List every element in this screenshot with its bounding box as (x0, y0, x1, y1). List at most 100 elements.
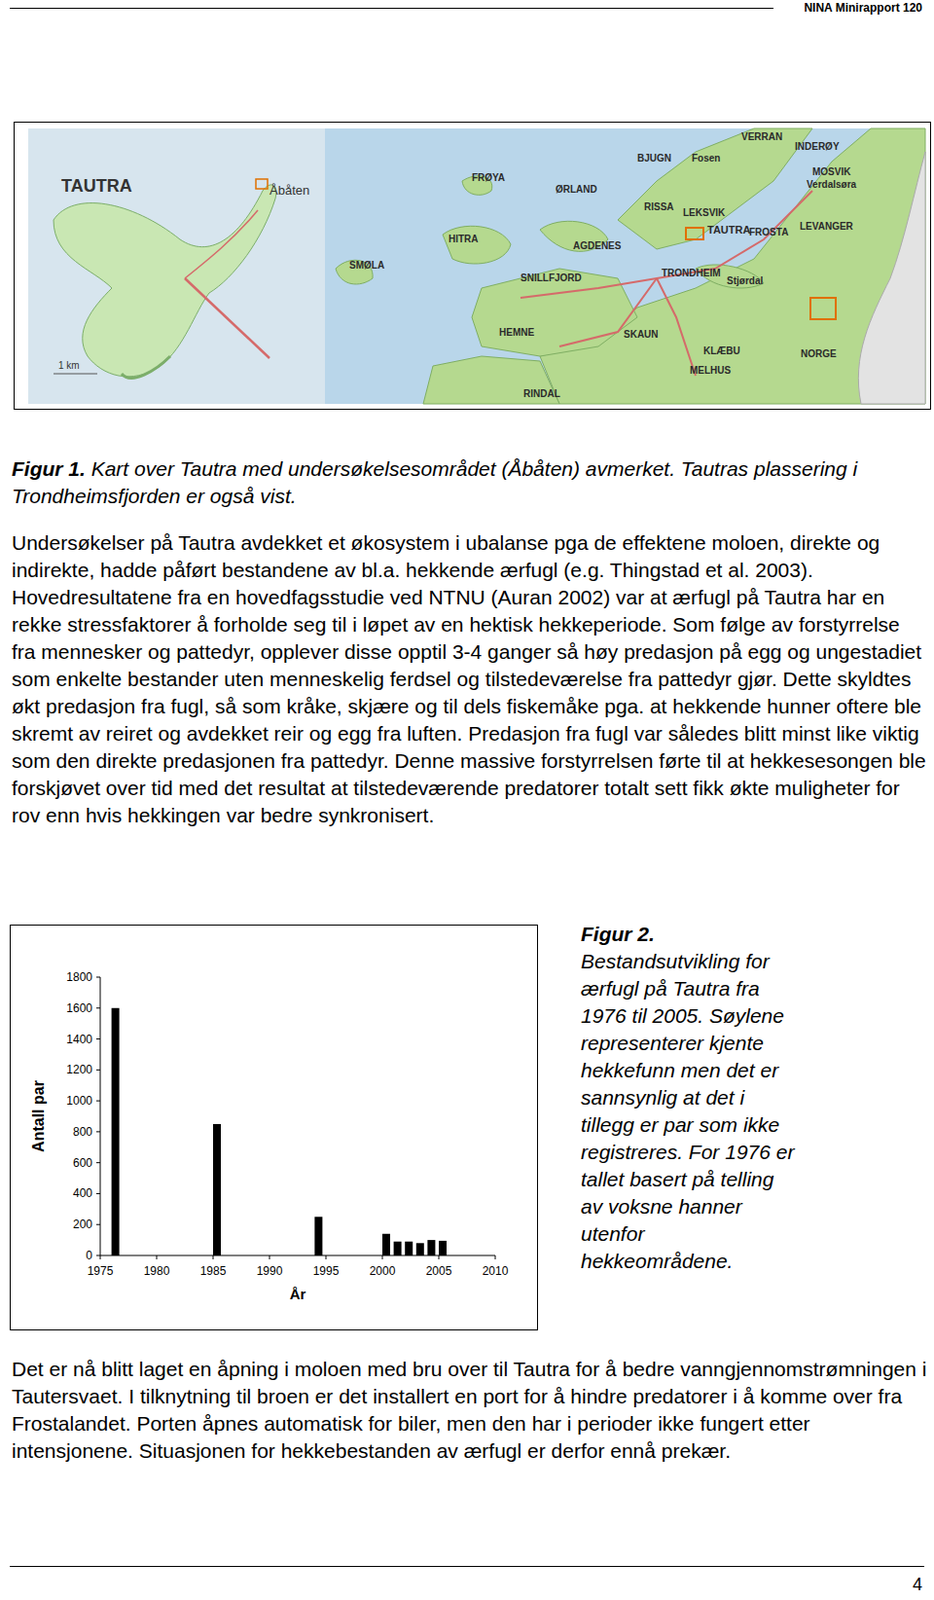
x-tick (438, 1255, 440, 1259)
y-tick-label: 1200 (66, 1062, 93, 1077)
y-tick-label: 1600 (66, 1001, 93, 1015)
x-tick-label: 1985 (200, 1263, 227, 1278)
inset-label: 1 km (58, 359, 80, 371)
place-label: FRØYA (471, 172, 505, 183)
y-tick-label: 1400 (66, 1032, 93, 1046)
molo-road (184, 278, 270, 359)
page-number: 4 (912, 1574, 923, 1595)
study-area-marker (255, 179, 268, 189)
y-tick-label: 600 (72, 1155, 93, 1170)
y-tick-label: 0 (85, 1248, 93, 1262)
place-label: AGDENES (573, 240, 622, 252)
sea (324, 128, 926, 404)
y-tick (96, 1223, 101, 1225)
region-marker (810, 297, 836, 320)
place-label: RISSA (644, 201, 675, 213)
y-tick (96, 1255, 101, 1257)
caption-text: Bestandsutvikling for ærfugl på Tautra f… (580, 949, 794, 1272)
place-label: ØRLAND (555, 183, 598, 195)
road (559, 278, 696, 376)
x-tick (325, 1255, 327, 1259)
place-label: Verdalsøra (806, 179, 858, 190)
chart: 0 200 400 600 800 1000 1200 1400 1600 1800 1975 198… (10, 925, 537, 1329)
y-tick (96, 976, 101, 978)
x-tick (495, 1255, 497, 1259)
inset-sea (28, 128, 325, 404)
bar (416, 1242, 425, 1256)
tautra-marker (685, 227, 704, 240)
y-tick (96, 1006, 101, 1008)
place-label: Fosen (691, 152, 720, 164)
place-label: BJUGN (637, 152, 672, 164)
road (520, 190, 813, 298)
inset-label: Åbåten (269, 182, 310, 198)
inset-shore (121, 356, 171, 378)
y-tick (96, 1100, 101, 1102)
figure-caption: Figur 1. Kart over Tautra med undersøkel… (11, 455, 922, 510)
paragraph: Undersøkelser på Tautra avdekket et økos… (11, 529, 929, 829)
place-label: INDERØY (794, 141, 840, 152)
x-tick (213, 1255, 215, 1259)
x-tick (269, 1255, 271, 1259)
y-tick-label: 800 (72, 1124, 93, 1139)
bar (111, 1007, 120, 1256)
x-tick-label: 1995 (313, 1263, 340, 1278)
land (539, 128, 926, 404)
land (442, 225, 511, 264)
y-axis-label: Antall par (30, 1079, 47, 1152)
y-tick-label: 400 (72, 1185, 93, 1200)
land (423, 356, 560, 404)
place-label: NORGE (800, 348, 837, 360)
place-label: TRONDHEIM (661, 267, 721, 279)
x-tick-label: 1975 (87, 1263, 114, 1278)
caption-label: Figur 1. (11, 457, 86, 480)
figure-caption: Figur 2. Bestandsutvikling for ærfugl på… (580, 920, 800, 1275)
scale-bar (53, 373, 98, 375)
y-tick (96, 1192, 101, 1194)
place-label: SKAUN (623, 328, 659, 340)
y-tick (96, 1130, 101, 1132)
norway-outline (858, 151, 926, 404)
footer-rule (9, 1565, 925, 1567)
x-axis (100, 1255, 496, 1257)
y-axis (100, 976, 102, 1256)
place-label: SNILLFJORD (520, 272, 582, 284)
bar (404, 1241, 413, 1256)
map: TAUTRA Åbåten 1 km VERRAN INDERØY BJUGN Fosen M… (14, 122, 930, 408)
x-tick (156, 1255, 158, 1259)
x-tick-label: 1990 (256, 1263, 284, 1278)
x-tick-label: 2000 (369, 1263, 396, 1278)
place-label: Stjørdal (726, 275, 763, 287)
place-label: KLÆBU (703, 345, 741, 357)
y-tick-label: 1000 (66, 1093, 93, 1108)
bar (314, 1216, 323, 1256)
place-label: VERRAN (741, 131, 783, 143)
chart-frame: 0 200 400 600 800 1000 1200 1400 1600 1800 1975 198… (9, 924, 539, 1330)
inset-label: TAUTRA (61, 176, 133, 196)
x-axis-label: År (289, 1285, 307, 1302)
paragraph: Det er nå blitt laget en åpning i moloen… (11, 1355, 929, 1465)
place-label: FROSTA (749, 226, 789, 238)
y-tick (96, 1038, 101, 1040)
caption-label: Figur 2. (580, 922, 655, 945)
x-tick-label: 2005 (426, 1263, 453, 1278)
y-tick-label: 200 (72, 1217, 93, 1231)
bar (394, 1241, 402, 1256)
place-label: HEMNE (499, 326, 535, 338)
x-tick-label: 2010 (482, 1263, 509, 1278)
x-tick (100, 1255, 102, 1259)
bar (438, 1240, 447, 1256)
bar (213, 1123, 221, 1256)
header-rule (9, 7, 774, 9)
header-title: NINA Minirapport 120 (803, 0, 923, 15)
place-label: HITRA (448, 233, 479, 245)
bar (382, 1233, 391, 1256)
y-tick-label: 1800 (66, 969, 93, 984)
land (617, 128, 813, 250)
y-tick (96, 1161, 101, 1163)
place-label: MOSVIK (812, 166, 852, 178)
inset-road (184, 210, 258, 279)
land (471, 268, 638, 357)
place-label: MELHUS (689, 364, 732, 376)
place-label: LEKSVIK (682, 207, 726, 218)
